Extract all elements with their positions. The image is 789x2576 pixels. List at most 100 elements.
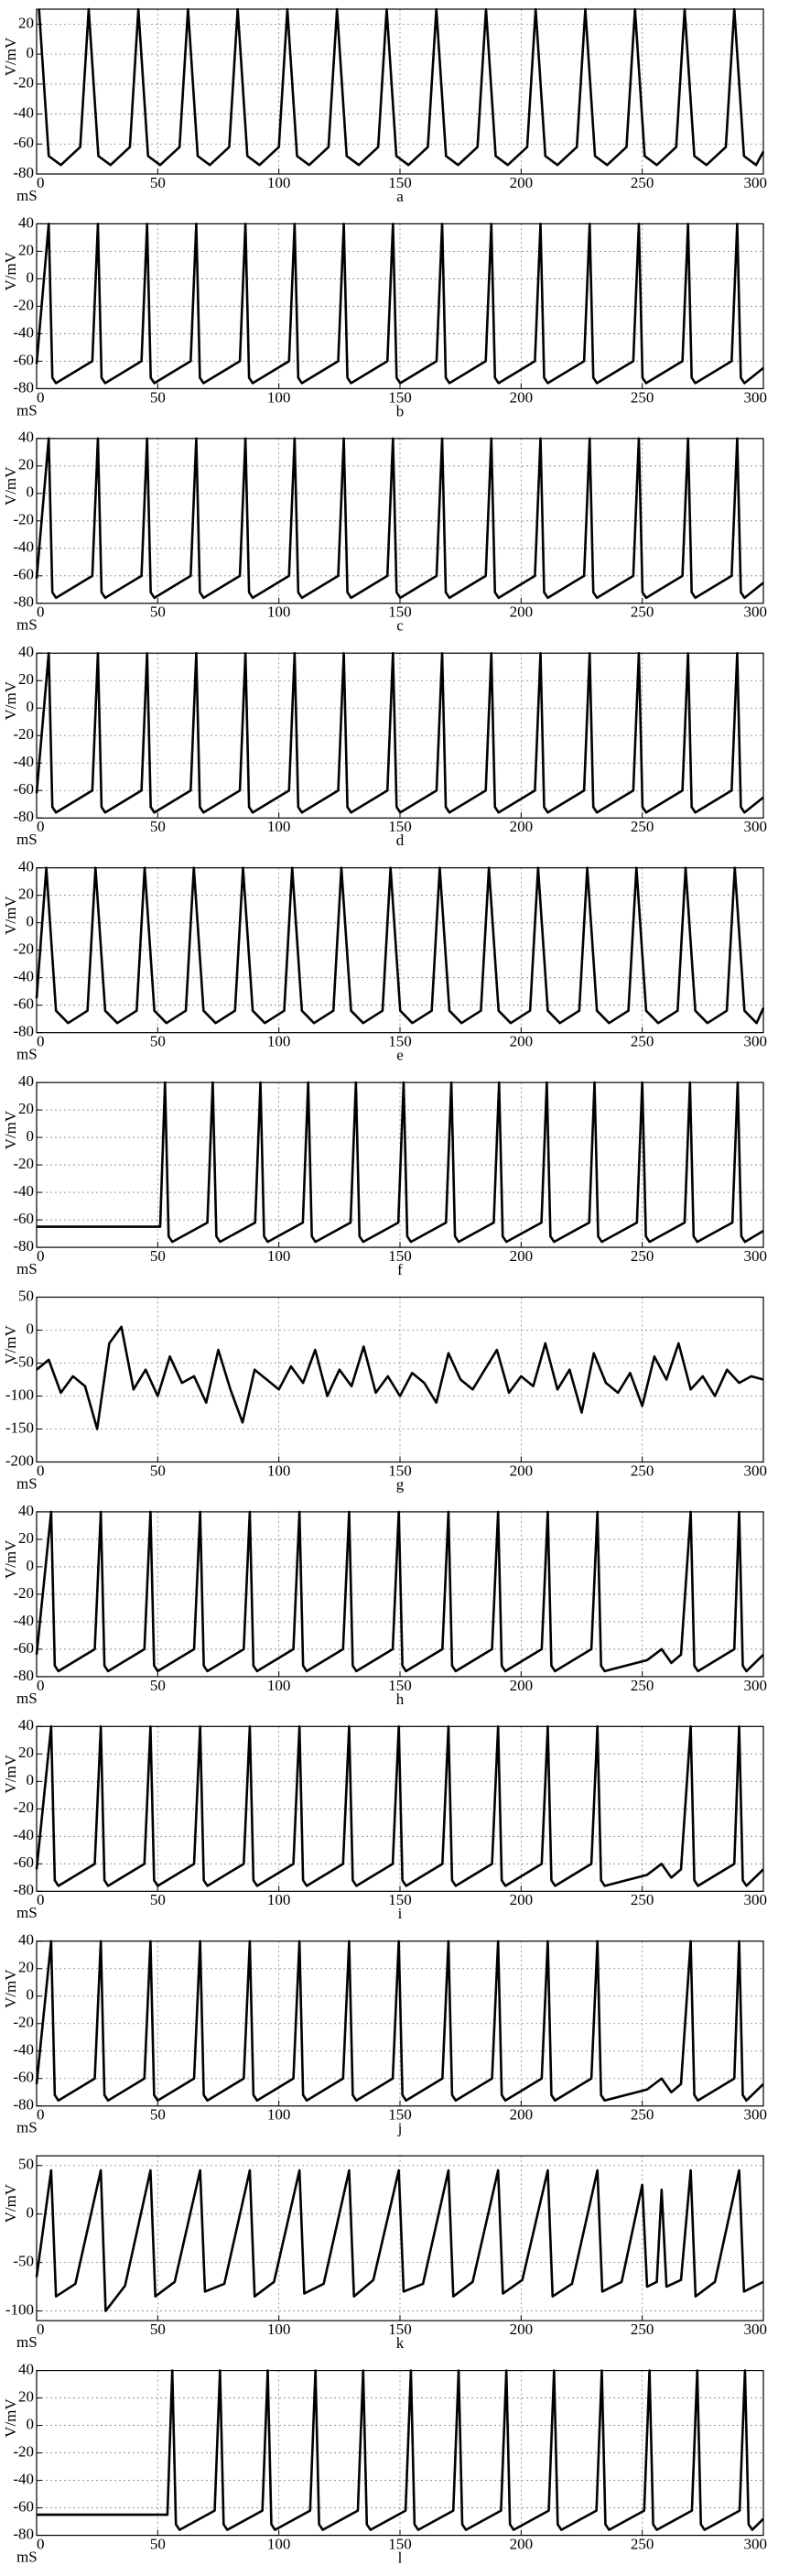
y-tick-label: 0 — [27, 2204, 35, 2222]
x-tick-label: 150 — [388, 1033, 412, 1050]
y-tick-label: -80 — [13, 2525, 34, 2542]
voltage-trace — [35, 223, 764, 385]
y-tick-label: -40 — [13, 1612, 34, 1629]
y-tick-label: 40 — [18, 1502, 34, 1519]
plot-frame — [36, 867, 764, 1034]
y-tick-label: 0 — [27, 484, 35, 501]
x-tick-label: 200 — [510, 1677, 534, 1694]
plot-frame — [36, 223, 764, 390]
y-tick-label: 50 — [18, 2156, 34, 2173]
x-tick-label: 50 — [150, 2321, 166, 2338]
x-tick-label: 100 — [267, 1247, 291, 1265]
y-tick-label: -20 — [13, 1155, 34, 1172]
y-tick-label: -20 — [13, 296, 34, 313]
x-axis-label: mS — [16, 1260, 38, 1277]
y-tick-label: 40 — [18, 1931, 34, 1949]
voltage-trace — [35, 866, 765, 1025]
panel: -200 -150 -100 -50 0 50 0 50 100 150 200 250 300 mS g V… — [2, 1287, 767, 1493]
y-tick-label: -80 — [13, 808, 34, 825]
y-tick-label: 20 — [18, 456, 34, 473]
panel: -80 -60 -40 -20 0 20 40 0 50 100 150 200 250 300 mS e V/… — [2, 858, 767, 1064]
voltage-trace — [37, 1081, 764, 1244]
x-tick-label: 50 — [150, 818, 166, 835]
x-tick-label: 50 — [150, 388, 166, 406]
x-axis-label: mS — [16, 1690, 38, 1707]
x-tick-label: 50 — [150, 603, 166, 621]
y-tick-label: -20 — [13, 2442, 34, 2460]
x-tick-label: 150 — [388, 174, 412, 191]
x-tick-label: 250 — [631, 603, 654, 621]
y-tick-label: -80 — [13, 1881, 34, 1898]
x-tick-label: 300 — [744, 1033, 768, 1050]
plot-frame — [36, 438, 764, 604]
panel: -80 -60 -40 -20 0 20 40 0 50 100 150 200 250 300 mS h V/… — [2, 1502, 767, 1708]
x-tick-label: 250 — [631, 1247, 654, 1265]
panel: -80 -60 -40 -20 0 20 40 0 50 100 150 200 250 300 mS f V/… — [2, 1072, 767, 1278]
plot-frame — [36, 1725, 764, 1892]
voltage-trace — [38, 7, 765, 167]
panel-label: a — [396, 188, 404, 205]
plot-frame — [36, 652, 764, 819]
x-tick-label: 300 — [744, 603, 768, 621]
y-tick-label: 0 — [27, 1557, 35, 1574]
x-tick-label: 0 — [37, 2106, 45, 2124]
y-tick-label: -200 — [5, 1451, 34, 1469]
y-tick-label: -60 — [13, 2497, 34, 2515]
x-tick-label: 300 — [744, 388, 768, 406]
x-tick-label: 300 — [744, 2535, 768, 2552]
x-tick-label: 200 — [510, 1891, 534, 1908]
y-tick-label: -40 — [13, 1182, 34, 1200]
y-tick-label: -80 — [13, 1237, 34, 1255]
x-tick-label: 100 — [267, 388, 291, 406]
panel-label: c — [396, 617, 404, 635]
plot-frame — [36, 1940, 764, 2107]
y-tick-label: -60 — [13, 1210, 34, 1227]
y-tick-label: -20 — [13, 511, 34, 528]
panel-label: k — [396, 2334, 405, 2352]
x-tick-label: 250 — [631, 1462, 654, 1479]
x-tick-label: 50 — [150, 2535, 166, 2552]
y-tick-label: -40 — [13, 2470, 34, 2487]
y-axis-label: V/mV — [2, 1754, 19, 1793]
panel-label: f — [397, 1261, 403, 1278]
panel: -80 -60 -40 -20 0 20 40 0 50 100 150 200 250 300 mS i V/… — [2, 1716, 767, 1922]
x-tick-label: 150 — [388, 1891, 412, 1908]
voltage-trace — [37, 2369, 764, 2531]
y-tick-label: 0 — [27, 698, 35, 715]
x-tick-label: 50 — [150, 1033, 166, 1050]
y-tick-label: -40 — [13, 323, 34, 341]
y-tick-label: -60 — [13, 134, 34, 151]
y-tick-label: 20 — [18, 1959, 34, 1976]
x-tick-label: 50 — [150, 174, 166, 191]
y-tick-label: -150 — [5, 1418, 34, 1436]
y-axis-label: V/mV — [2, 37, 19, 76]
x-axis-label: mS — [16, 831, 38, 848]
x-tick-label: 0 — [37, 2321, 45, 2338]
y-tick-label: -20 — [13, 74, 34, 92]
x-tick-label: 150 — [388, 388, 412, 406]
x-tick-label: 250 — [631, 388, 654, 406]
x-axis-label: mS — [16, 2548, 38, 2565]
y-axis-label: V/mV — [2, 1539, 19, 1579]
x-axis-label: mS — [16, 2333, 38, 2351]
x-tick-label: 300 — [744, 2106, 768, 2124]
x-axis-label: mS — [16, 2119, 38, 2136]
y-tick-label: 20 — [18, 241, 34, 258]
x-tick-label: 250 — [631, 2535, 654, 2552]
x-tick-label: 200 — [510, 818, 534, 835]
x-tick-label: 250 — [631, 818, 654, 835]
y-tick-label: -60 — [13, 566, 34, 583]
y-tick-label: 40 — [18, 429, 34, 446]
x-tick-label: 100 — [267, 818, 291, 835]
y-tick-label: 20 — [18, 1100, 34, 1117]
y-tick-label: 40 — [18, 213, 34, 231]
x-tick-label: 200 — [510, 2321, 534, 2338]
panel-label: d — [396, 831, 405, 849]
y-tick-label: 0 — [27, 44, 35, 61]
y-tick-label: 20 — [18, 14, 34, 31]
y-tick-label: 0 — [27, 268, 35, 286]
x-tick-label: 150 — [388, 2321, 412, 2338]
y-tick-label: -80 — [13, 1667, 34, 1684]
